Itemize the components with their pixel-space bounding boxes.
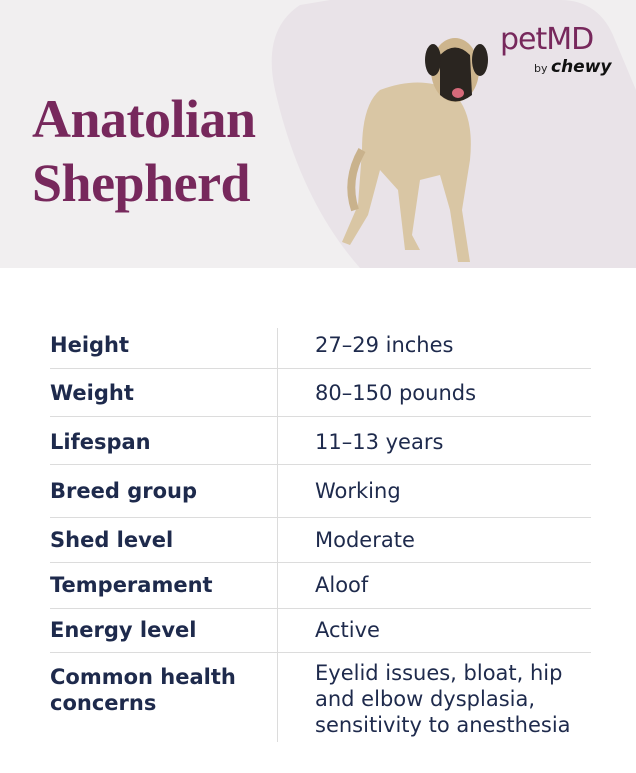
logo-brand: petMD [500,22,594,57]
title-line: Anatolian [32,89,256,149]
row-label: Height [50,333,130,357]
row-label: Shed level [50,528,174,552]
dog-illustration [342,38,488,262]
row-value: Eyelid issues, bloat, hip and elbow dysp… [315,661,571,737]
row-label: Breed group [50,479,197,503]
row-separator [50,368,591,369]
row-label: Temperament [50,573,213,597]
row-separator [50,416,591,417]
hero-background [0,0,636,268]
logo-by: by [534,62,548,75]
row-label: Common health concerns [50,665,236,715]
row-separator [50,652,591,653]
row-separator [50,464,591,465]
row-label: Weight [50,381,134,405]
row-value: Aloof [315,573,369,597]
row-value: 27–29 inches [315,333,454,357]
row-value: Active [315,618,380,642]
row-separator [50,608,591,609]
logo-partner: chewy [551,57,612,77]
row-label: Energy level [50,618,197,642]
row-value: Working [315,479,401,503]
title-line: Shepherd [32,153,251,213]
row-label: Lifespan [50,430,151,454]
column-divider [277,328,278,742]
row-separator [50,517,591,518]
row-separator [50,562,591,563]
row-value: 11–13 years [315,430,444,454]
row-value: Moderate [315,528,415,552]
row-value: 80–150 pounds [315,381,477,405]
